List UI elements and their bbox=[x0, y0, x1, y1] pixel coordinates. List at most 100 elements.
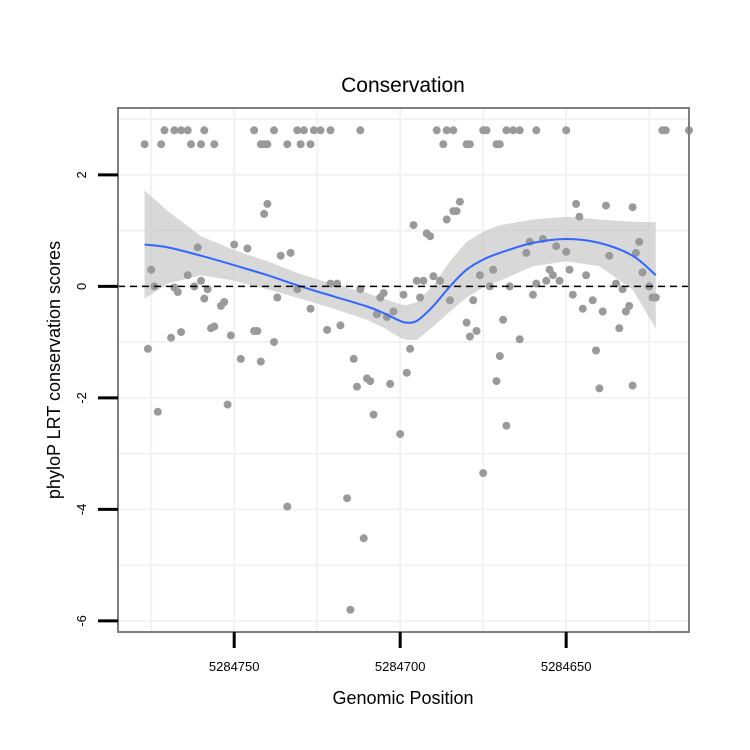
data-point bbox=[153, 407, 162, 416]
data-point bbox=[565, 265, 574, 274]
data-point bbox=[263, 140, 272, 149]
data-point bbox=[582, 271, 591, 280]
data-point bbox=[336, 321, 345, 330]
data-point bbox=[197, 276, 205, 285]
data-point bbox=[449, 126, 458, 135]
data-point bbox=[366, 377, 375, 386]
data-point bbox=[446, 296, 454, 305]
data-point bbox=[465, 140, 474, 149]
data-point bbox=[167, 333, 176, 342]
data-point bbox=[236, 354, 245, 363]
data-point bbox=[426, 232, 435, 241]
data-point bbox=[346, 605, 355, 614]
data-point bbox=[200, 294, 209, 303]
data-point bbox=[532, 126, 541, 135]
data-point bbox=[595, 384, 604, 393]
data-point bbox=[379, 289, 388, 298]
data-point bbox=[631, 248, 640, 257]
data-point bbox=[296, 140, 305, 149]
x-axis: 5284750 5284700 5284650 bbox=[209, 632, 591, 674]
data-point bbox=[465, 332, 474, 341]
data-point bbox=[485, 282, 494, 291]
data-point bbox=[283, 502, 292, 511]
data-point bbox=[263, 199, 272, 208]
data-point bbox=[326, 126, 335, 135]
data-point bbox=[661, 126, 670, 135]
y-axis-title: phyloP LRT conservation scores bbox=[44, 241, 64, 499]
data-point bbox=[183, 271, 192, 280]
data-point bbox=[442, 215, 451, 224]
data-point bbox=[326, 279, 335, 288]
data-point bbox=[293, 285, 302, 294]
data-point bbox=[462, 318, 471, 327]
data-point bbox=[575, 212, 584, 221]
y-tick-label: -2 bbox=[74, 392, 89, 404]
data-point bbox=[548, 271, 557, 280]
data-point bbox=[628, 381, 637, 390]
data-point bbox=[306, 140, 315, 149]
x-tick-label: 5284700 bbox=[375, 659, 426, 674]
data-point bbox=[612, 279, 620, 288]
data-point bbox=[140, 140, 149, 149]
y-axis: -6 -4 -2 0 2 bbox=[74, 171, 118, 627]
data-point bbox=[572, 199, 581, 208]
x-axis-title: Genomic Position bbox=[332, 688, 473, 708]
data-point bbox=[359, 534, 368, 543]
data-point bbox=[439, 140, 448, 149]
data-point bbox=[177, 328, 186, 337]
data-point bbox=[353, 382, 361, 391]
x-tick-label: 5284750 bbox=[209, 659, 260, 674]
data-point bbox=[293, 126, 302, 135]
data-point bbox=[552, 242, 561, 251]
data-point bbox=[562, 126, 571, 135]
data-point bbox=[210, 322, 219, 331]
data-point bbox=[602, 201, 610, 210]
data-point bbox=[588, 296, 597, 305]
confidence-band-layer bbox=[144, 190, 656, 340]
data-point bbox=[177, 126, 186, 135]
data-point bbox=[499, 315, 508, 324]
data-point bbox=[223, 400, 232, 409]
data-point bbox=[243, 244, 252, 253]
data-point bbox=[286, 248, 295, 257]
data-point bbox=[618, 285, 627, 294]
data-point bbox=[542, 276, 551, 285]
data-point bbox=[475, 271, 484, 280]
data-point bbox=[230, 240, 239, 249]
data-point bbox=[416, 293, 425, 302]
data-point bbox=[306, 304, 315, 313]
data-point bbox=[349, 354, 358, 363]
data-point bbox=[469, 296, 478, 305]
data-point bbox=[409, 221, 418, 230]
data-point bbox=[250, 126, 259, 135]
data-point bbox=[402, 368, 411, 377]
data-point bbox=[532, 279, 541, 288]
data-point bbox=[356, 285, 365, 294]
data-point bbox=[210, 140, 219, 149]
data-point bbox=[555, 276, 564, 285]
grid bbox=[118, 108, 689, 632]
smooth-layer bbox=[144, 237, 657, 324]
data-point bbox=[492, 377, 501, 386]
data-point bbox=[436, 276, 444, 285]
data-point bbox=[651, 293, 660, 302]
y-tick-label: 2 bbox=[74, 171, 89, 178]
y-tick-label: 0 bbox=[74, 283, 89, 290]
data-point bbox=[203, 285, 212, 294]
points-layer bbox=[140, 126, 693, 614]
data-point bbox=[309, 126, 318, 135]
data-point bbox=[270, 126, 278, 135]
data-point bbox=[333, 279, 342, 288]
data-point bbox=[316, 126, 325, 135]
data-point bbox=[505, 282, 514, 291]
data-point bbox=[578, 304, 587, 313]
smooth-line bbox=[144, 237, 657, 324]
data-point bbox=[187, 140, 195, 149]
data-point bbox=[638, 268, 647, 277]
data-point bbox=[432, 126, 441, 135]
y-tick-label: -6 bbox=[74, 615, 89, 627]
data-point bbox=[419, 276, 428, 285]
data-point bbox=[173, 288, 182, 296]
data-point bbox=[170, 126, 179, 135]
